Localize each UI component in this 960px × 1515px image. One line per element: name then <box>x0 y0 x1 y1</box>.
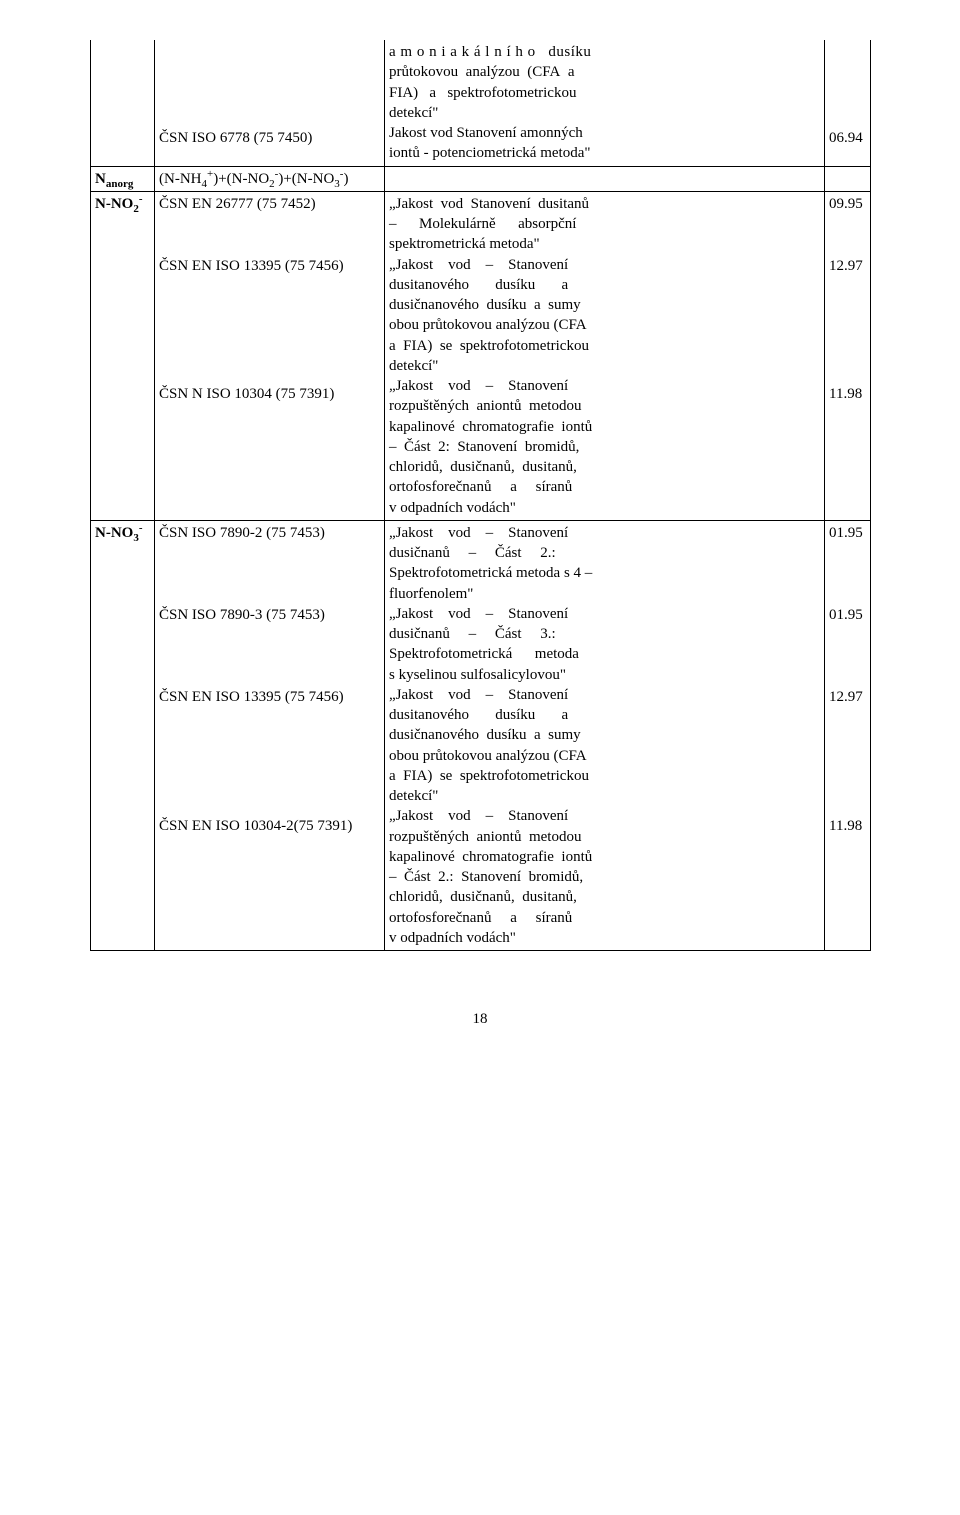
title-line: dusičnanového dusíku a sumy <box>389 725 820 745</box>
title-line: – Molekulárně absorpční <box>389 214 820 234</box>
param-label: N-NO2- <box>95 196 143 212</box>
std-code: ČSN ISO 7890-2 (75 7453) <box>159 523 380 543</box>
title-line: detekcí" <box>389 356 820 376</box>
title-line: „Jakost vod – Stanovení <box>389 376 820 396</box>
table-row: ČSN ISO 6778 (75 7450) a m o n i a k á l… <box>91 40 871 166</box>
cell-date <box>825 166 871 191</box>
title-line: ortofosforečnanů a síranů <box>389 908 820 928</box>
title-line: dusičnanů – Část 2.: <box>389 543 820 563</box>
std-code: ČSN N ISO 10304 (75 7391) <box>159 384 380 404</box>
std-code: ČSN EN ISO 10304-2(75 7391) <box>159 816 380 836</box>
page: ČSN ISO 6778 (75 7450) a m o n i a k á l… <box>0 0 960 1048</box>
title-line: „Jakost vod – Stanovení <box>389 604 820 624</box>
cell-title: „Jakost vod Stanovení dusitanů – Molekul… <box>385 191 825 520</box>
cell-standard: (N-NH4+)+(N-NO2-)+(N-NO3-) <box>155 166 385 191</box>
title-line: „Jakost vod – Stanovení <box>389 806 820 826</box>
date-value: 11.98 <box>829 384 866 404</box>
table-row: N-NO3- ČSN ISO 7890-2 (75 7453) ČSN ISO … <box>91 520 871 950</box>
title-line: v odpadních vodách" <box>389 928 820 948</box>
cell-date: 09.95 12.97 11.98 <box>825 191 871 520</box>
date-value: 09.95 <box>829 194 866 214</box>
title-line: dusitanového dusíku a <box>389 275 820 295</box>
title-line: iontů - potenciometrická metoda" <box>389 143 820 163</box>
title-line: kapalinové chromatografie iontů <box>389 847 820 867</box>
title-line: ortofosforečnanů a síranů <box>389 477 820 497</box>
cell-standard: ČSN ISO 7890-2 (75 7453) ČSN ISO 7890-3 … <box>155 520 385 950</box>
date-value: 01.95 <box>829 605 866 625</box>
date-value: 01.95 <box>829 523 866 543</box>
page-number: 18 <box>90 1011 870 1028</box>
title-line: Jakost vod Stanovení amonných <box>389 123 820 143</box>
title-line: „Jakost vod – Stanovení <box>389 523 820 543</box>
standards-table: ČSN ISO 6778 (75 7450) a m o n i a k á l… <box>90 40 871 951</box>
title-line: „Jakost vod – Stanovení <box>389 255 820 275</box>
date-value: 12.97 <box>829 256 866 276</box>
title-line: a m o n i a k á l n í h o dusíku <box>389 42 820 62</box>
cell-date: 06.94 <box>825 40 871 166</box>
title-line: Spektrofotometrická metoda <box>389 644 820 664</box>
std-code: ČSN ISO 6778 (75 7450) <box>159 130 312 146</box>
table-row: N-NO2- ČSN EN 26777 (75 7452) ČSN EN ISO… <box>91 191 871 520</box>
title-line: – Část 2: Stanovení bromidů, <box>389 437 820 457</box>
param-label: N-NO3- <box>95 525 143 541</box>
formula: (N-NH4+)+(N-NO2-)+(N-NO3-) <box>159 171 348 187</box>
cell-param <box>91 40 155 166</box>
cell-title <box>385 166 825 191</box>
std-code: ČSN EN ISO 13395 (75 7456) <box>159 256 380 276</box>
std-code: ČSN EN ISO 13395 (75 7456) <box>159 687 380 707</box>
title-line: dusičnanového dusíku a sumy <box>389 295 820 315</box>
title-line: a FIA) se spektrofotometrickou <box>389 336 820 356</box>
cell-param: N-NO3- <box>91 520 155 950</box>
title-line: chloridů, dusičnanů, dusitanů, <box>389 887 820 907</box>
title-line: spektrometrická metoda" <box>389 234 820 254</box>
param-label: Nanorg <box>95 171 133 187</box>
title-line: rozpuštěných aniontů metodou <box>389 396 820 416</box>
title-line: „Jakost vod – Stanovení <box>389 685 820 705</box>
std-code: ČSN ISO 7890-3 (75 7453) <box>159 605 380 625</box>
title-line: chloridů, dusičnanů, dusitanů, <box>389 457 820 477</box>
title-line: FIA) a spektrofotometrickou <box>389 83 820 103</box>
title-line: dusičnanů – Část 3.: <box>389 624 820 644</box>
title-line: „Jakost vod Stanovení dusitanů <box>389 194 820 214</box>
title-line: obou průtokovou analýzou (CFA <box>389 315 820 335</box>
cell-standard: ČSN EN 26777 (75 7452) ČSN EN ISO 13395 … <box>155 191 385 520</box>
date-value: 12.97 <box>829 687 866 707</box>
cell-date: 01.95 01.95 12.97 11.98 <box>825 520 871 950</box>
title-line: dusitanového dusíku a <box>389 705 820 725</box>
cell-param: N-NO2- <box>91 191 155 520</box>
cell-standard: ČSN ISO 6778 (75 7450) <box>155 40 385 166</box>
title-line: obou průtokovou analýzou (CFA <box>389 746 820 766</box>
cell-param: Nanorg <box>91 166 155 191</box>
title-line: s kyselinou sulfosalicylovou" <box>389 665 820 685</box>
title-line: detekcí" <box>389 103 820 123</box>
title-line: v odpadních vodách" <box>389 498 820 518</box>
title-line: detekcí" <box>389 786 820 806</box>
date-value: 11.98 <box>829 816 866 836</box>
title-line: rozpuštěných aniontů metodou <box>389 827 820 847</box>
title-line: Spektrofotometrická metoda s 4 – <box>389 563 820 583</box>
std-code: ČSN EN 26777 (75 7452) <box>159 194 380 214</box>
cell-title: a m o n i a k á l n í h o dusíku průtoko… <box>385 40 825 166</box>
cell-title: „Jakost vod – Stanovení dusičnanů – Část… <box>385 520 825 950</box>
date-value: 06.94 <box>829 130 863 146</box>
table-row: Nanorg (N-NH4+)+(N-NO2-)+(N-NO3-) <box>91 166 871 191</box>
title-line: kapalinové chromatografie iontů <box>389 417 820 437</box>
title-line: průtokovou analýzou (CFA a <box>389 62 820 82</box>
title-line: a FIA) se spektrofotometrickou <box>389 766 820 786</box>
title-line: fluorfenolem" <box>389 584 820 604</box>
title-line: – Část 2.: Stanovení bromidů, <box>389 867 820 887</box>
